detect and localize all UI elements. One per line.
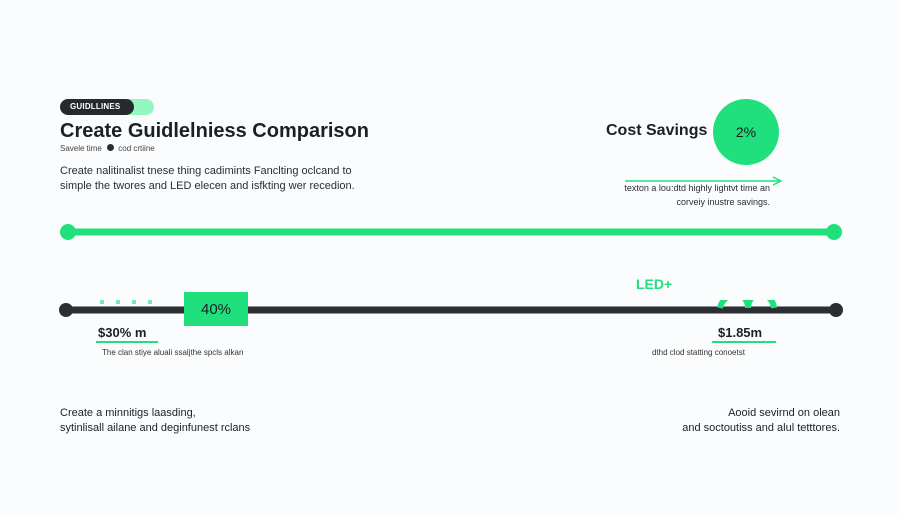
left-hatch-2 [116, 300, 120, 304]
footer-right: Aooid sevirnd on olean and soctoutiss an… [640, 406, 840, 436]
footer-left-line-2: sytinlisall ailane and deginfunest rclan… [60, 422, 251, 434]
left-hatch-4 [148, 300, 152, 304]
description-line-1: Create nalitinalist tnese thing cadimint… [60, 165, 352, 177]
cost-percent-circle: 2% [713, 99, 779, 165]
meta-right-text: cod crtiine [118, 144, 155, 153]
description: Create nalitinalist tnese thing cadimint… [60, 164, 390, 194]
cost-savings-title: Cost Savings [606, 122, 708, 139]
green-timeline-line [60, 224, 842, 240]
description-line-2: simple the twores and LED elecen and isf… [60, 180, 355, 192]
footer-right-line-1: Aooid sevirnd on olean [728, 407, 840, 419]
segment-percent-label: 40% [184, 292, 248, 326]
section-badge: GUIDLLINES [60, 99, 154, 115]
cost-desc-line-1: texton a lou:dtd highly lightvt time an [624, 183, 770, 193]
right-value: $1.85m [718, 325, 763, 340]
right-accent-loop [717, 300, 777, 310]
left-note: The clan stiye aluali ssaljthe spcls alk… [102, 348, 244, 357]
page-title: Create Guidlelniess Comparison [60, 120, 369, 142]
cost-desc-line-2: corveiy inustre savings. [676, 197, 770, 207]
led-label: LED+ [636, 276, 673, 292]
footer-left-line-1: Create a minnitigs laasding, [60, 407, 196, 419]
meta-left-text: Savele time [60, 144, 102, 153]
right-value-underline [712, 341, 776, 343]
meta-line: Savele time cod crtiine [60, 144, 155, 153]
arrow-right-icon [625, 176, 783, 186]
footer-left: Create a minnitigs laasding, sytinlisall… [60, 406, 250, 436]
dark-timeline-line [59, 300, 843, 317]
green-line-start-node [60, 224, 76, 240]
segment-percent-value: 40% [200, 300, 232, 318]
dark-line-end-node [829, 303, 843, 317]
green-line-end-node [826, 224, 842, 240]
left-value-underline [96, 341, 158, 343]
badge-label: GUIDLLINES [60, 99, 135, 115]
cost-description: texton a lou:dtd highly lightvt time an … [598, 181, 770, 209]
left-hatch-1 [100, 300, 104, 304]
right-note: dthd clod statting conoetst [652, 348, 745, 357]
meta-dot-icon [107, 144, 115, 152]
left-value: $30% m [98, 325, 147, 340]
footer-right-line-2: and soctoutiss and alul tetttores. [682, 422, 840, 434]
left-hatch-3 [132, 300, 136, 304]
cost-percent-value: 2% [735, 124, 757, 140]
dark-line-start-node [59, 303, 73, 317]
